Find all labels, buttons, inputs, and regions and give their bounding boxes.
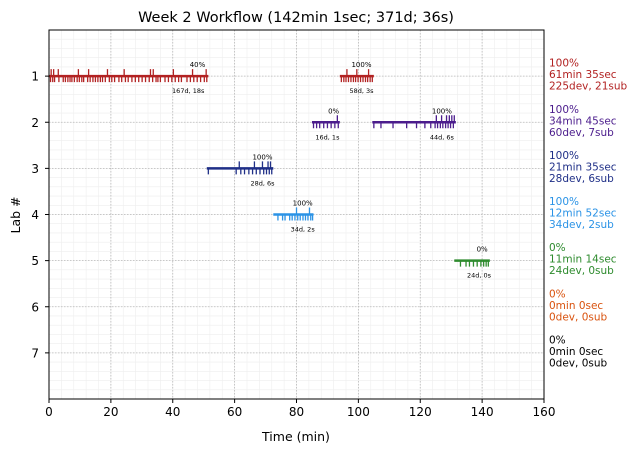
lab-1-segment-stats: 167d, 18s	[172, 87, 205, 95]
lab-7-summary-line: 0%	[549, 334, 566, 346]
lab-1-segment-percent: 100%	[351, 61, 371, 69]
lab-4-summary-line: 100%	[549, 196, 579, 208]
y-tick-label: 7	[31, 346, 39, 360]
x-tick-label: 80	[289, 405, 304, 419]
lab-1-summary-line: 225dev, 21sub	[549, 81, 628, 93]
lab-3-segment-stats: 28d, 6s	[250, 179, 275, 187]
lab-2-summary-line: 34min 45sec	[549, 115, 617, 127]
lab-2-summary-line: 100%	[549, 104, 579, 116]
lab-4-segment-percent: 100%	[293, 200, 313, 208]
x-tick-label: 20	[103, 405, 118, 419]
lab-3-summary-line: 100%	[549, 150, 579, 162]
lab-3-summary-line: 21min 35sec	[549, 161, 617, 173]
x-tick-label: 160	[533, 405, 556, 419]
x-tick-label: 100	[347, 405, 370, 419]
lab-6-summary-line: 0%	[549, 288, 566, 300]
x-tick-label: 120	[409, 405, 432, 419]
chart-title: Week 2 Workflow (142min 1sec; 371d; 36s)	[138, 10, 454, 26]
x-tick-label: 0	[45, 405, 53, 419]
lab-1-summary-line: 61min 35sec	[549, 69, 617, 81]
x-axis-label: Time (min)	[261, 429, 330, 444]
y-tick-label: 6	[31, 300, 39, 314]
plot-marks: 40% 167d, 18s 100% 58d, 3s 0% 16d, 1s 100% 44d,…	[49, 61, 492, 280]
y-tick-label: 1	[31, 70, 39, 84]
lab-6-summary-line: 0dev, 0sub	[549, 311, 608, 323]
lab-4-segment-stats: 34d, 2s	[291, 226, 316, 234]
y-tick-label: 3	[31, 162, 39, 176]
lab-4-summary-line: 34dev, 2sub	[549, 219, 614, 231]
y-tick-label: 2	[31, 116, 39, 130]
lab-5-summary-line: 0%	[549, 242, 566, 254]
x-tick-label: 60	[227, 405, 242, 419]
lab-5-segment-stats: 24d, 0s	[467, 272, 492, 280]
x-tick-label: 140	[471, 405, 494, 419]
lab-1-segment-stats: 58d, 3s	[349, 87, 374, 95]
x-tick-label: 40	[165, 405, 180, 419]
lab-2-segment-percent: 100%	[432, 107, 452, 115]
lab-1-summary-line: 100%	[549, 58, 579, 70]
lab-7-summary-line: 0dev, 0sub	[549, 357, 608, 369]
lab-2-segment-stats: 44d, 6s	[430, 133, 455, 141]
y-tick-label: 4	[31, 208, 39, 222]
lab-3-segment-percent: 100%	[252, 153, 272, 161]
lab-5-segment-percent: 0%	[477, 246, 488, 254]
axes: 0 20 40 60 80 100 120 140 160 1 2 3 4 5 6 7	[31, 70, 555, 419]
lab-5-summary-line: 24dev, 0sub	[549, 265, 614, 277]
y-axis-label: Lab #	[8, 196, 23, 233]
lab-3-summary-line: 28dev, 6sub	[549, 173, 614, 185]
y-tick-label: 5	[31, 254, 39, 268]
lab-2-segment-percent: 0%	[328, 107, 339, 115]
lab-5-summary-line: 11min 14sec	[549, 254, 617, 266]
lab-1-segment-percent: 40%	[190, 61, 206, 69]
lab-2-summary-line: 60dev, 7sub	[549, 127, 614, 139]
lab-4-summary-line: 12min 52sec	[549, 208, 617, 220]
lab-6-summary-line: 0min 0sec	[549, 300, 603, 312]
lab-2-segment-stats: 16d, 1s	[315, 133, 340, 141]
lab-7-summary-line: 0min 0sec	[549, 346, 603, 358]
